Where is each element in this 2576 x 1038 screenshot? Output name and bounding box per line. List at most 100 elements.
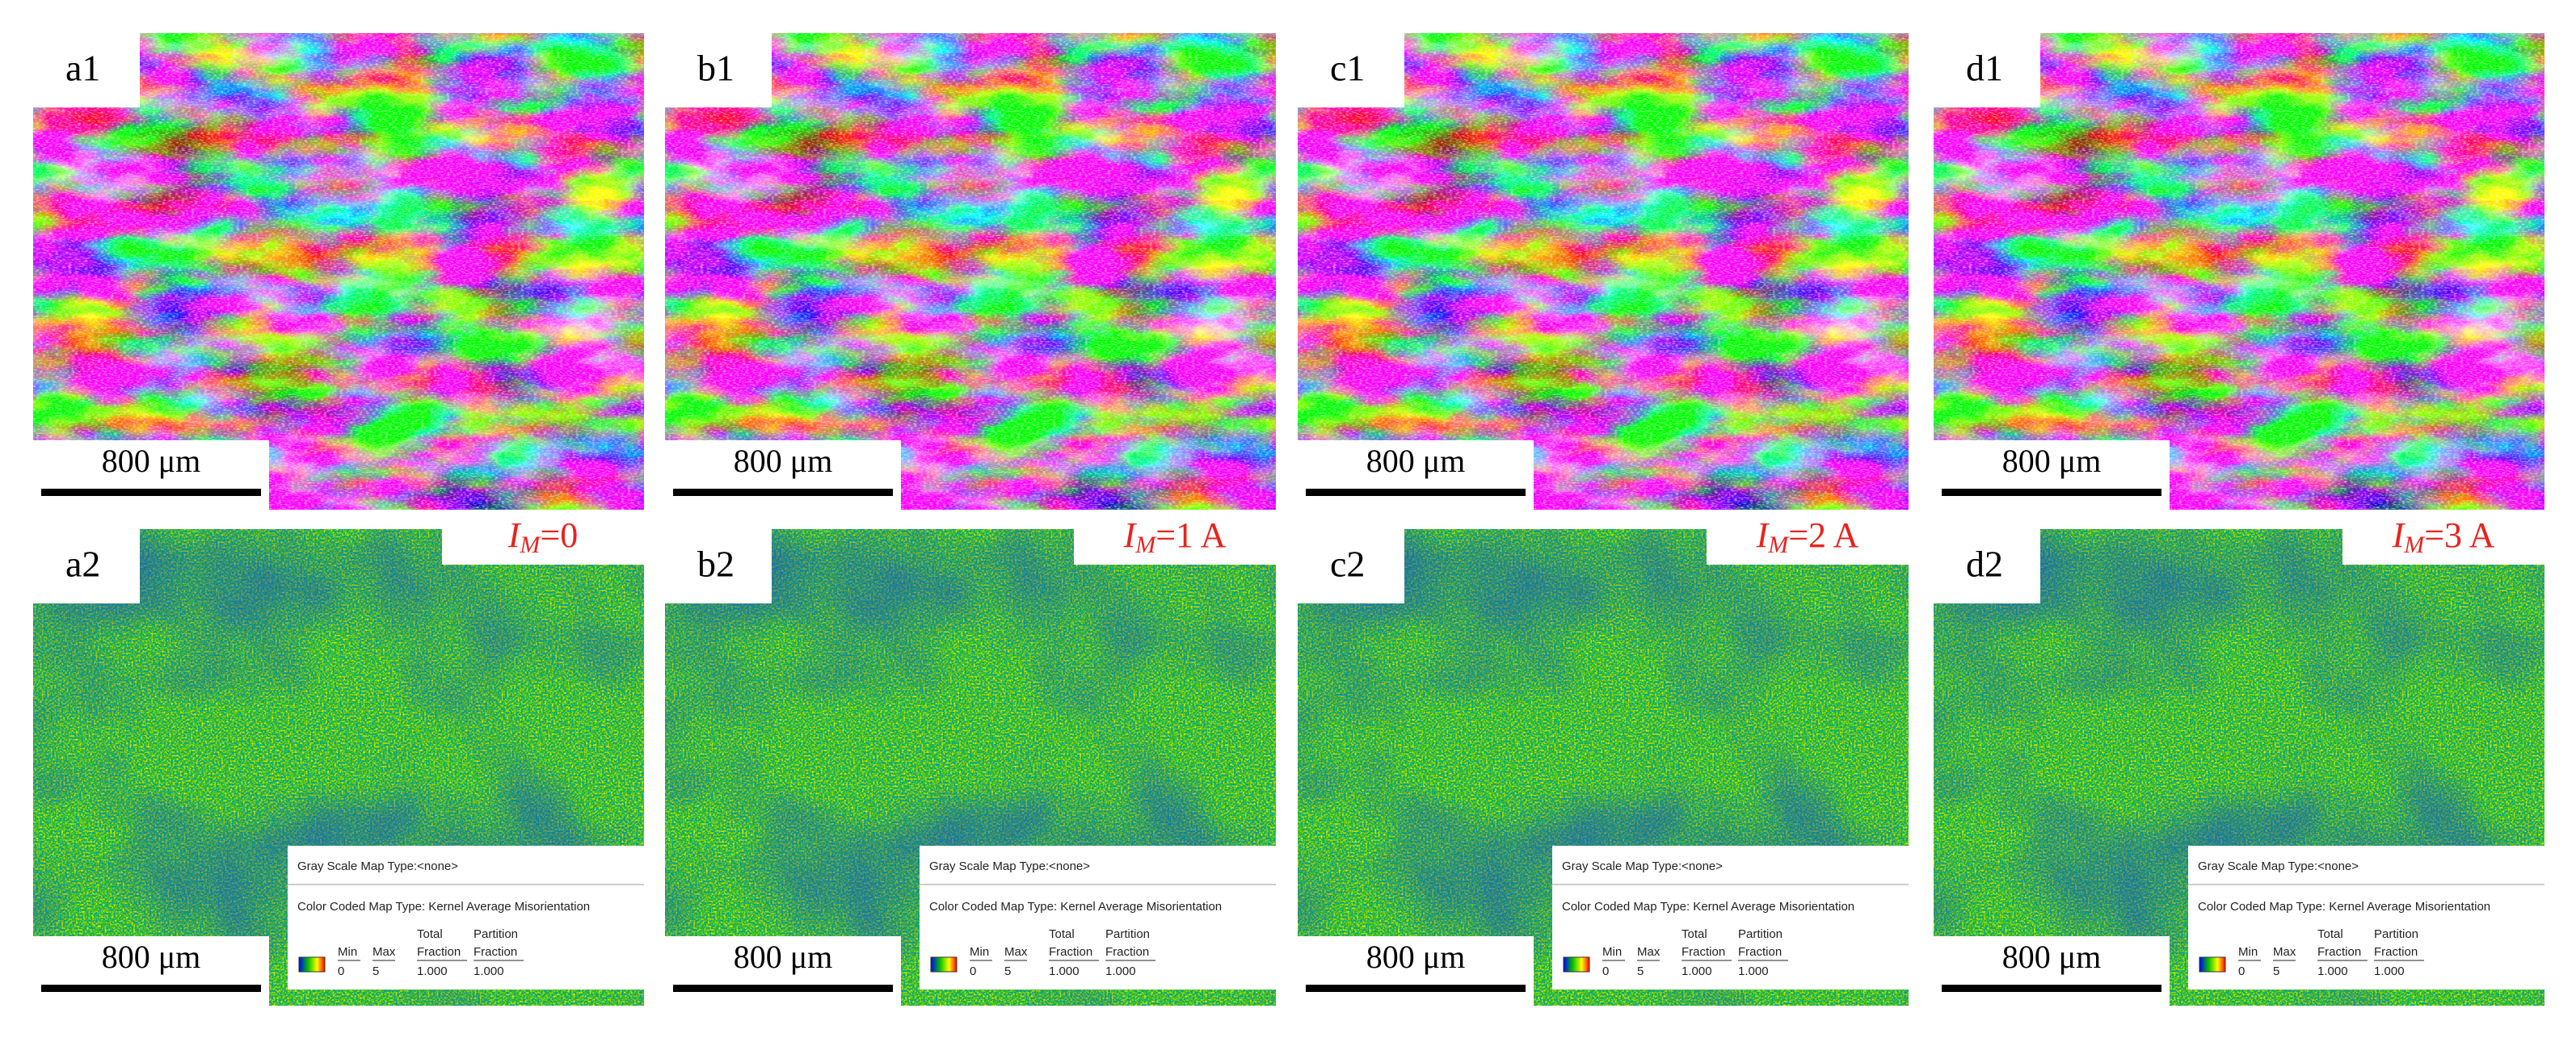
legend-header: Fraction xyxy=(1105,945,1149,959)
scale-bar xyxy=(673,489,893,496)
legend-box xyxy=(1552,846,1909,990)
condition-box xyxy=(1074,511,1276,565)
condition-label: IM=3 A xyxy=(2342,511,2544,565)
scale-bar xyxy=(1306,489,1526,496)
condition-symbol: I xyxy=(1756,515,1770,555)
legend-header: Total xyxy=(417,927,443,941)
panel-label: d2 xyxy=(1966,544,2003,585)
legend-header: Total xyxy=(1049,927,1075,941)
legend-color-coded: Color Coded Map Type: Kernel Average Mis… xyxy=(1562,900,1854,914)
legend-color-coded: Color Coded Map Type: Kernel Average Mis… xyxy=(297,900,590,914)
panel: c2 800 μm Gray Scale Map Type:<none> Color … xyxy=(1298,529,1909,1006)
label-box xyxy=(1934,529,2040,603)
scale-bar-box xyxy=(665,936,901,1006)
scale-bar xyxy=(1942,985,2161,992)
legend-header: Fraction xyxy=(1049,945,1092,959)
legend-color-coded: Color Coded Map Type: Kernel Average Mis… xyxy=(2198,900,2490,914)
legend-gray-scale: Gray Scale Map Type:<none> xyxy=(297,859,458,873)
scale-bar-label: 800 μm xyxy=(2002,443,2102,479)
legend-gray-scale: Gray Scale Map Type:<none> xyxy=(929,859,1090,873)
legend-header: Total xyxy=(1682,927,1707,941)
scale-bar-box xyxy=(665,440,901,510)
legend-header: Max xyxy=(1004,945,1028,959)
panel-label: a2 xyxy=(65,544,100,585)
legend: Gray Scale Map Type:<none> Color Coded Ma… xyxy=(288,846,644,990)
condition-value: =2 A xyxy=(1788,515,1858,555)
scale-bar-label: 800 μm xyxy=(102,939,201,975)
label-box xyxy=(1298,529,1404,603)
legend-header: Partition xyxy=(2374,927,2418,941)
scale-bar xyxy=(41,489,261,496)
condition-label: IM=2 A xyxy=(1707,511,1909,565)
legend-header: Max xyxy=(1637,945,1661,959)
legend-header: Max xyxy=(2273,945,2296,959)
legend-header: Fraction xyxy=(1682,945,1725,959)
legend: Gray Scale Map Type:<none> Color Coded Ma… xyxy=(920,846,1276,990)
panel: a2 800 μm Gray Scale Map Type:<none> Color … xyxy=(33,529,644,1006)
condition-label: IM=1 A xyxy=(1074,511,1276,565)
legend: Gray Scale Map Type:<none> Color Coded Ma… xyxy=(1552,846,1909,990)
condition-text: IM=1 A xyxy=(1123,515,1227,558)
scale-bar-label: 800 μm xyxy=(734,443,833,479)
scale-bar-box xyxy=(33,440,269,510)
legend-swatch xyxy=(1563,956,1590,973)
scale-bar-label: 800 μm xyxy=(1366,443,1466,479)
panel-label: b1 xyxy=(697,48,734,89)
legend-value: 1.000 xyxy=(1105,964,1136,978)
scale-bar-label: 800 μm xyxy=(2002,939,2102,975)
legend-value: 0 xyxy=(338,964,344,978)
map-image xyxy=(1298,33,1909,510)
condition-subscript: M xyxy=(519,532,541,558)
legend-value: 1.000 xyxy=(1738,964,1769,978)
condition-subscript: M xyxy=(1134,532,1157,558)
map-image xyxy=(665,33,1276,510)
condition-value: =3 A xyxy=(2424,515,2494,555)
panel: d2 800 μm Gray Scale Map Type:<none> Color … xyxy=(1934,529,2544,1006)
label-box xyxy=(1934,33,2040,107)
legend-value: 1.000 xyxy=(1049,964,1080,978)
scale-bar-label: 800 μm xyxy=(102,443,201,479)
scale-bar-box xyxy=(1934,936,2170,1006)
condition-box xyxy=(1707,511,1909,565)
condition-subscript: M xyxy=(1767,532,1790,558)
legend-box xyxy=(288,846,644,990)
panel-label: c2 xyxy=(1330,544,1365,585)
scale-bar-box xyxy=(1298,936,1534,1006)
legend-value: 5 xyxy=(2273,964,2279,978)
panel-label: c1 xyxy=(1330,48,1365,89)
scale-bar-label: 800 μm xyxy=(1366,939,1466,975)
condition-value: =1 A xyxy=(1155,515,1226,555)
legend-header: Partition xyxy=(1105,927,1150,941)
scale-bar xyxy=(1306,985,1526,992)
label-box xyxy=(665,529,772,603)
legend-header: Max xyxy=(373,945,396,959)
legend-value: 5 xyxy=(1004,964,1011,978)
legend-swatch xyxy=(2199,956,2226,973)
legend-header: Fraction xyxy=(474,945,517,959)
legend-swatch xyxy=(930,956,958,973)
legend-header: Partition xyxy=(1738,927,1783,941)
legend-value: 0 xyxy=(970,964,976,978)
panel: d1 800 μm xyxy=(1934,33,2544,510)
condition-text: IM=0 xyxy=(507,515,578,558)
legend-header: Fraction xyxy=(2374,945,2418,959)
label-box xyxy=(665,33,772,107)
legend-gray-scale: Gray Scale Map Type:<none> xyxy=(1562,859,1723,873)
legend-value: 5 xyxy=(373,964,379,978)
condition-symbol: I xyxy=(2392,515,2406,555)
legend-color-coded: Color Coded Map Type: Kernel Average Mis… xyxy=(929,900,1222,914)
scale-bar xyxy=(1942,489,2161,496)
legend-header: Fraction xyxy=(417,945,461,959)
legend-box xyxy=(920,846,1276,990)
panel-label: b2 xyxy=(697,544,734,585)
panel-label: d1 xyxy=(1966,48,2003,89)
condition-box xyxy=(442,511,644,565)
scale-bar-box xyxy=(1934,440,2170,510)
legend-header: Total xyxy=(2317,927,2343,941)
scale-bar-box xyxy=(33,936,269,1006)
label-box xyxy=(33,33,140,107)
legend-header: Min xyxy=(1602,945,1622,959)
legend-header: Partition xyxy=(474,927,518,941)
scale-bar xyxy=(41,985,261,992)
